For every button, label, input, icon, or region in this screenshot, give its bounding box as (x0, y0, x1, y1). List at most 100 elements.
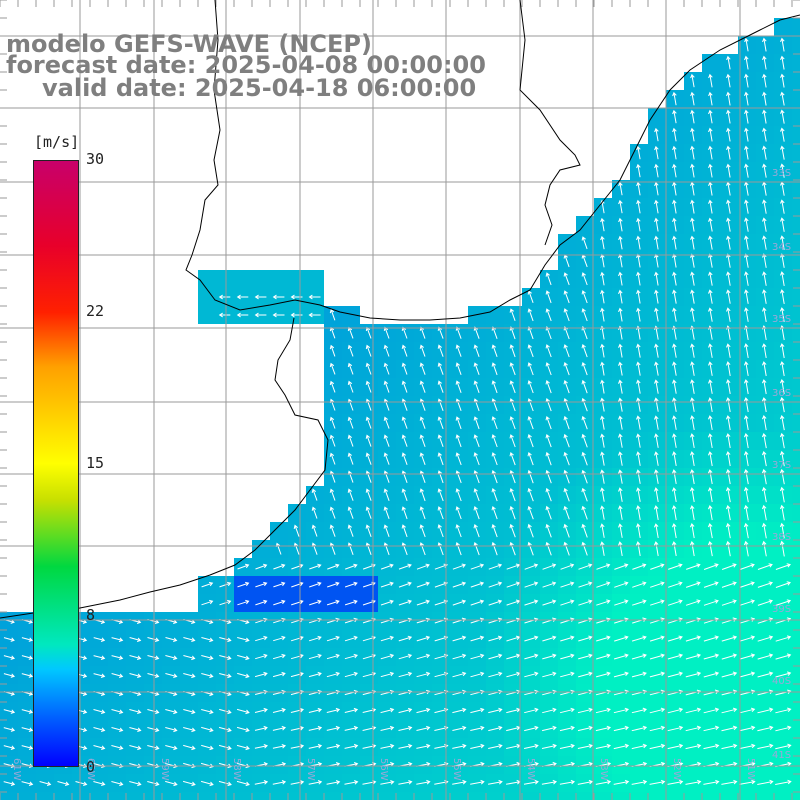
wind-arrow (726, 73, 731, 88)
wind-arrow (726, 307, 731, 322)
wind-arrow (473, 380, 480, 393)
wind-arrow (401, 488, 408, 501)
wind-arrow (689, 540, 695, 557)
wind-arrow (708, 397, 713, 412)
wind-arrow (636, 379, 641, 394)
wind-arrow (757, 779, 774, 785)
wind-arrow (721, 563, 737, 570)
wind-arrow (111, 673, 124, 678)
wind-speed-cell (360, 792, 378, 800)
wind-arrow (237, 563, 250, 570)
wind-speed-cell (342, 306, 360, 324)
wind-arrow (744, 289, 749, 304)
wind-arrow (201, 709, 214, 715)
wind-arrow (708, 289, 713, 304)
wind-speed-cell (792, 72, 800, 90)
wind-arrow (473, 344, 480, 357)
wind-arrow (563, 272, 570, 286)
wind-arrow (600, 487, 605, 502)
wind-arrow (111, 655, 124, 660)
wind-arrow (581, 469, 588, 484)
wind-arrow (509, 416, 516, 430)
wind-arrow (147, 637, 160, 642)
wind-arrow (419, 542, 426, 556)
wind-arrow (743, 522, 749, 539)
wind-arrow (3, 637, 15, 642)
wind-speed-cell (702, 54, 720, 72)
wind-arrow (327, 563, 340, 570)
wind-arrow (183, 744, 196, 751)
wind-arrow (344, 653, 358, 660)
wind-arrow (290, 294, 303, 300)
wind-arrow (455, 488, 462, 502)
wind-arrow (416, 743, 431, 749)
wind-speed-cell (792, 756, 800, 774)
wind-arrow (380, 743, 395, 749)
wind-arrow (452, 725, 467, 731)
wind-arrow (779, 396, 785, 413)
wind-speed-cell (792, 270, 800, 288)
wind-arrow (165, 709, 178, 715)
wind-arrow (762, 73, 767, 88)
wind-arrow (654, 361, 659, 376)
wind-arrow (365, 488, 372, 501)
wind-speed-cell (792, 522, 800, 540)
wind-arrow (654, 163, 659, 178)
longitude-label: 54W (525, 758, 536, 781)
wind-arrow (329, 344, 336, 357)
wind-arrow (743, 361, 749, 376)
wind-arrow (488, 671, 503, 678)
longitude-label: 55W (451, 758, 462, 781)
latitude-label: 33S (772, 168, 791, 179)
wind-arrow (183, 709, 196, 715)
wind-speed-cell (738, 792, 756, 800)
latitude-label: 34S (772, 242, 791, 253)
wind-arrow (690, 253, 695, 268)
wind-arrow (672, 163, 677, 178)
wind-arrow (344, 725, 359, 731)
wind-arrow (654, 487, 659, 502)
wind-arrow (708, 217, 713, 232)
wind-arrow (437, 524, 444, 538)
wind-arrow (739, 725, 756, 732)
wind-speed-cell (792, 324, 800, 342)
wind-arrow (668, 563, 683, 570)
wind-arrow (775, 707, 792, 714)
wind-arrow (347, 416, 354, 429)
wind-arrow (545, 308, 552, 322)
wind-arrow (757, 563, 773, 570)
wind-arrow (545, 434, 552, 448)
latitude-label: 41S (772, 750, 791, 761)
latitude-label: 40S (772, 676, 791, 687)
wind-speed-cell (792, 738, 800, 756)
wind-arrow (545, 523, 552, 538)
wind-arrow (690, 181, 695, 196)
wind-arrow (726, 361, 731, 376)
wind-arrow (329, 416, 336, 429)
wind-arrow (165, 745, 178, 751)
wind-arrow (636, 487, 641, 502)
wind-arrow (473, 488, 480, 502)
wind-arrow (581, 541, 588, 556)
wind-arrow (218, 744, 232, 751)
wind-arrow (761, 379, 767, 395)
wind-arrow (667, 743, 684, 750)
wind-arrow (344, 780, 359, 785)
wind-arrow (708, 145, 713, 160)
wind-arrow (527, 362, 534, 376)
wind-speed-cell (198, 306, 216, 324)
wind-speed-cell (306, 270, 324, 288)
wind-speed-cell (288, 270, 306, 288)
wind-arrow (201, 673, 214, 679)
wind-speed-cell (792, 414, 800, 432)
wind-speed-cell (126, 792, 144, 800)
wind-arrow (672, 199, 677, 214)
wind-speed-cell (792, 774, 800, 792)
wind-arrow (419, 524, 426, 538)
wind-arrow (672, 289, 677, 304)
wind-arrow (308, 653, 322, 660)
wind-arrow (527, 308, 534, 322)
wind-arrow (725, 433, 731, 449)
wind-arrow (218, 726, 232, 733)
